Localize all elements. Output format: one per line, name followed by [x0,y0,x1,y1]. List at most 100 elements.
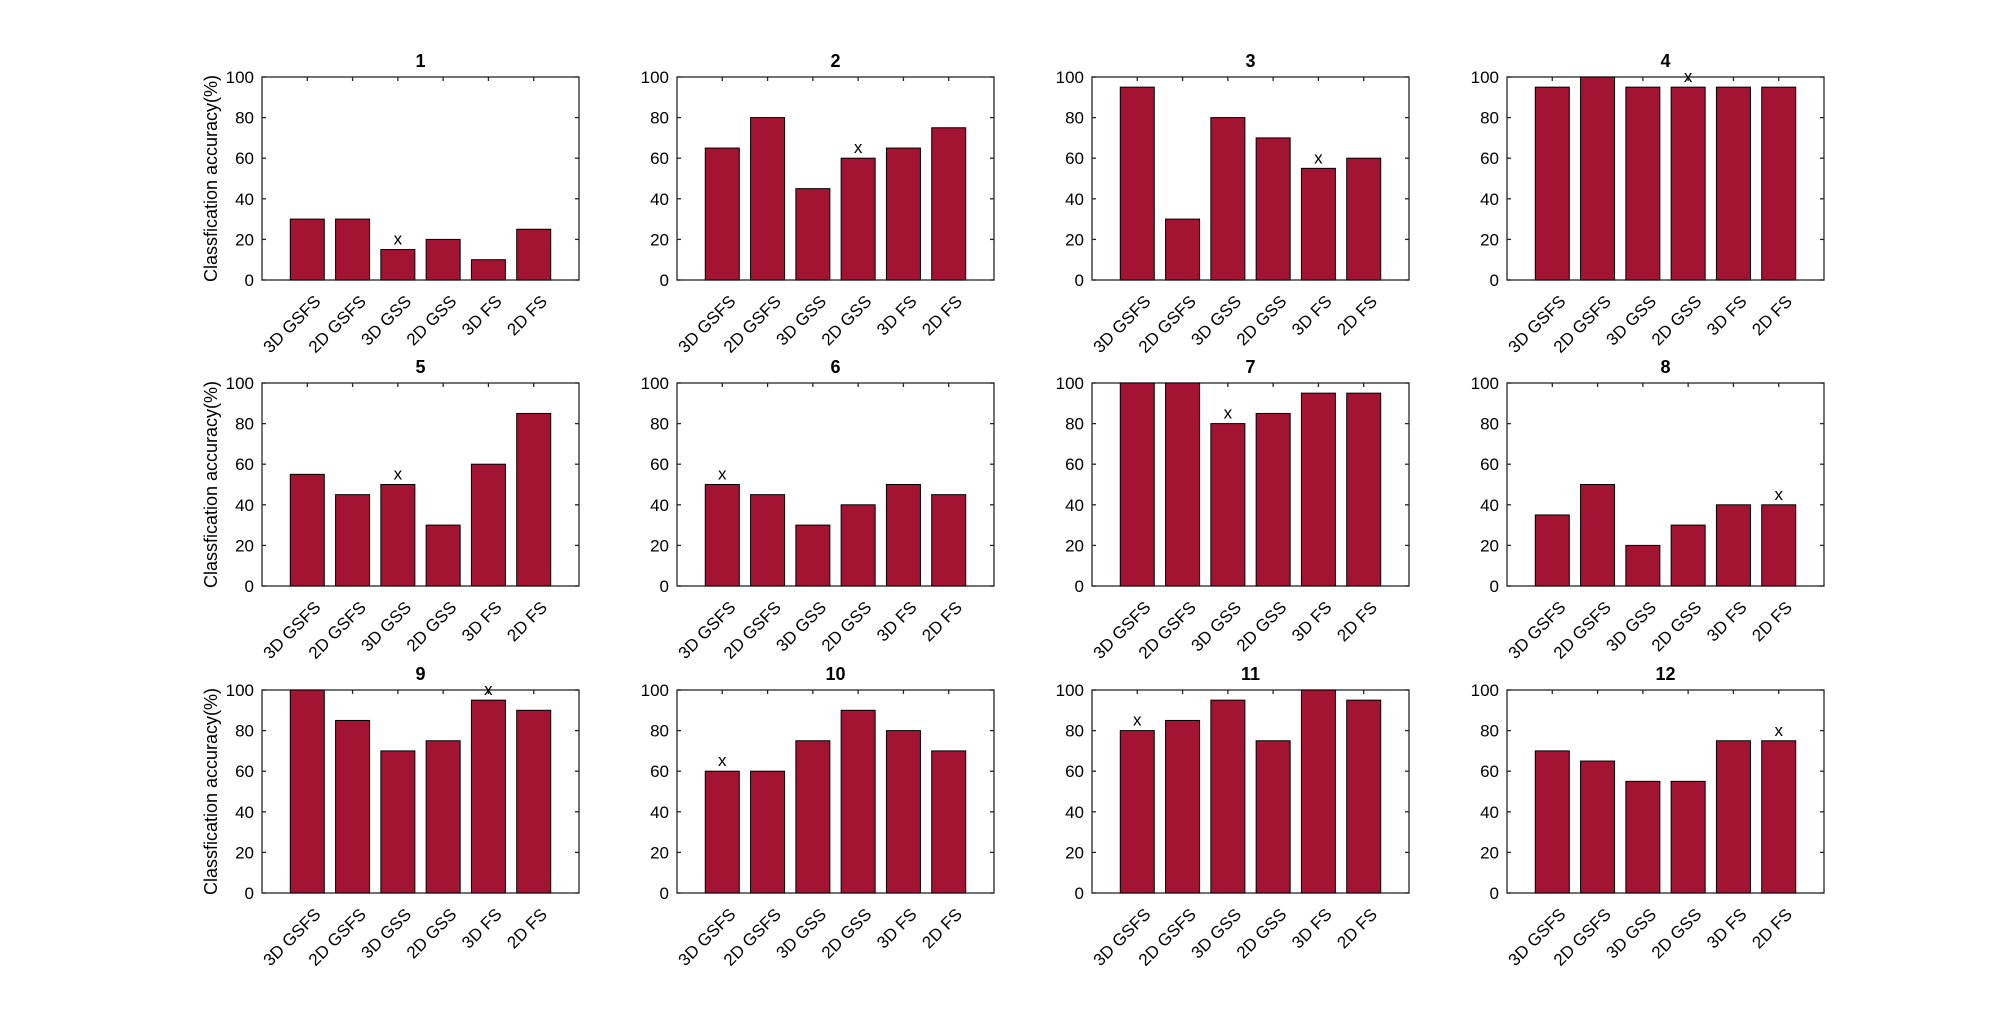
ytick-label: 80 [1480,415,1499,434]
xtick-label: 2D FS [1748,905,1796,953]
bar-2d-gsfs [335,218,371,281]
xtick-label: 2D GSS [403,905,461,963]
best-marker: x [1314,148,1323,167]
ytick-label: 60 [235,455,254,474]
ytick-label: 20 [235,843,254,862]
bar-3d-gss [1210,117,1246,281]
best-marker: x [854,138,863,157]
bar-3d-gsfs [1119,86,1155,281]
bar-2d-gsfs [750,117,786,281]
best-marker: x [1774,721,1783,740]
subplot-title: 2 [830,51,840,71]
ytick-label: 20 [1480,536,1499,555]
xtick-label: 2D GSS [1648,292,1706,350]
bar-2d-gss [1255,740,1291,894]
bar-3d-fs [1300,167,1336,281]
ytick-label: 60 [1480,455,1499,474]
subplot-title: 4 [1660,51,1670,71]
bar-2d-fs [1346,392,1382,587]
subplot-title: 8 [1660,357,1670,377]
ytick-label: 40 [235,496,254,515]
ytick-label: 80 [650,722,669,741]
xtick-label: 3D FS [1703,905,1751,953]
ytick-label: 40 [1480,803,1499,822]
ytick-label: 80 [650,415,669,434]
xtick-label: 2D FS [1748,598,1796,646]
best-marker: x [394,230,403,249]
bar-2d-fs [1346,699,1382,894]
bar-3d-fs [1715,504,1751,587]
bar-2d-gsfs [1580,760,1616,894]
bar-2d-gss [1670,524,1706,587]
xtick-label: 2D GSS [403,292,461,350]
ytick-label: 100 [1471,374,1499,393]
ytick-label: 60 [235,149,254,168]
bar-3d-gss [1625,86,1661,281]
ytick-label: 60 [1065,762,1084,781]
bar-2d-fs [516,228,552,281]
bar-3d-gss [380,484,416,587]
bar-2d-gss [840,709,876,894]
ytick-label: 0 [1490,884,1499,903]
bar-2d-gss [425,740,461,894]
ytick-label: 60 [235,762,254,781]
bar-2d-gsfs [750,494,786,587]
bar-3d-gss [1210,423,1246,587]
bar-3d-fs [470,463,506,587]
y-axis-label: Classfication accuracy(%) [201,75,221,282]
bar-2d-gss [1255,412,1291,587]
subplot-title: 7 [1245,357,1255,377]
bar-3d-gsfs [289,473,325,587]
ytick-label: 0 [660,884,669,903]
ytick-label: 0 [245,577,254,596]
xtick-label: 2D GSS [1233,292,1291,350]
ytick-label: 20 [650,536,669,555]
xtick-label: 2D GSS [1233,598,1291,656]
bar-3d-gss [1210,699,1246,894]
bar-2d-gsfs [335,719,371,894]
bar-3d-fs [1715,86,1751,281]
bar-2d-gsfs [1580,484,1616,587]
xtick-label: 2D GSS [818,905,876,963]
xtick-label: 2D GSS [818,292,876,350]
ytick-label: 0 [1490,271,1499,290]
ytick-label: 80 [1480,722,1499,741]
ytick-label: 40 [650,496,669,515]
bar-2d-gss [1255,137,1291,281]
ytick-label: 60 [650,149,669,168]
xtick-label: 2D GSS [403,598,461,656]
best-marker: x [718,751,727,770]
xtick-label: 2D FS [1333,292,1381,340]
bar-2d-fs [516,412,552,587]
bar-3d-gss [380,249,416,281]
bar-2d-gss [840,504,876,587]
xtick-label: 3D FS [1288,598,1336,646]
bar-2d-gsfs [1580,76,1616,281]
ytick-label: 100 [226,681,254,700]
xtick-label: 2D FS [918,598,966,646]
ytick-label: 100 [641,681,669,700]
xtick-label: 3D FS [458,292,506,340]
xtick-label: 2D FS [503,905,551,953]
ytick-label: 40 [1480,190,1499,209]
bar-2d-gsfs [335,494,371,587]
bar-3d-fs [1300,392,1336,587]
bar-2d-fs [1346,157,1382,281]
y-axis-label: Classfication accuracy(%) [201,381,221,588]
bar-3d-fs [885,484,921,587]
xtick-label: 3D FS [873,292,921,340]
ytick-label: 60 [1065,455,1084,474]
xtick-label: 3D FS [1703,292,1751,340]
bar-3d-gss [795,740,831,894]
ytick-label: 80 [1065,109,1084,128]
best-marker: x [718,465,727,484]
bar-2d-gss [425,238,461,281]
subplot-title: 9 [415,664,425,684]
